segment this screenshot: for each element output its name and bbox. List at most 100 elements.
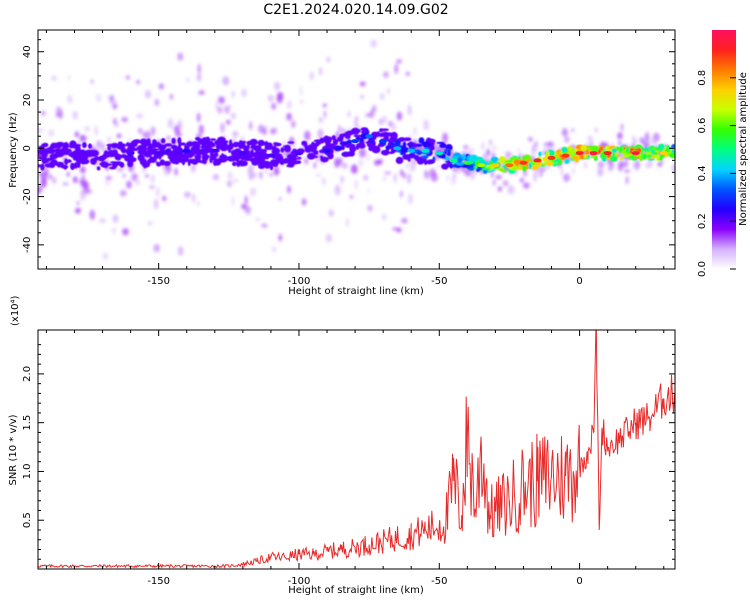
spectrogram-ridge-point [323, 148, 331, 153]
colorbar-ticks: 0.0 0.2 0.4 0.6 0.8 [697, 70, 736, 277]
spectrogram-cell [439, 143, 447, 148]
spectrogram-cell [177, 137, 182, 145]
spectrogram-ridge-point [407, 148, 416, 153]
spectrogram-noise-blob [355, 179, 358, 190]
spectrogram-cell [260, 159, 265, 165]
spectrogram-ridge-point [435, 151, 444, 156]
spectrogram-noise-blob [617, 161, 624, 172]
spectrogram-noise-blob [382, 213, 386, 221]
spectrogram-noise-blob [122, 228, 129, 236]
spectrogram-cell [247, 153, 254, 159]
spectrogram-ridge-point [154, 151, 163, 156]
spectrogram-cell [126, 142, 130, 147]
spectrogram-cell [141, 162, 151, 168]
spectrogram-cell [554, 158, 560, 163]
spectrogram-noise-blob [446, 174, 450, 182]
spectrogram-noise-blob [74, 131, 79, 138]
spectrogram-noise-blob [192, 193, 195, 203]
spectrogram-cell [102, 161, 109, 168]
spectrogram-cell [251, 142, 255, 149]
spectrogram-cell [167, 155, 175, 160]
spectrogram-noise-blob [313, 162, 317, 169]
spectrogram-noise-blob [112, 214, 119, 223]
spectrogram-ridge-point [547, 155, 556, 160]
spectrogram-noise-blob [366, 153, 370, 162]
spectrogram-noise-blob [51, 75, 57, 81]
spectrogram-noise-blob [328, 209, 334, 217]
spectrogram-noise-blob [116, 167, 124, 172]
spectrogram-noise-blob [167, 118, 174, 129]
spectrogram-cell [83, 152, 89, 160]
spectrogram-cell [414, 156, 419, 161]
spectrogram-noise-blob [134, 179, 141, 186]
spectrogram-noise-blob [273, 166, 280, 176]
spectrogram-noise-blob [255, 217, 260, 222]
spectrogram-noise-blob [407, 104, 412, 116]
spectrogram-cell [418, 137, 425, 144]
spectrogram-cell [502, 166, 508, 169]
spectrogram-cell [513, 159, 520, 166]
spectrogram-cell [220, 153, 225, 161]
spectrogram-noise-blob [408, 193, 413, 205]
spectrogram-noise-blob [271, 102, 277, 110]
spectrogram-noise-blob [150, 174, 155, 183]
spectrogram-cell [611, 153, 616, 156]
colorbar-tick-label: 0.4 [697, 165, 708, 181]
spectrogram-cell [160, 138, 166, 144]
spectrogram-cell [583, 154, 587, 158]
spectrogram-noise-blob [354, 119, 357, 129]
spectrogram-noise-blob [226, 107, 229, 115]
spectrogram-cell [647, 154, 652, 158]
spectrogram-noise-blob [138, 128, 143, 134]
spectrogram-cell [271, 147, 281, 155]
spectrogram-cell [490, 156, 499, 162]
spectrogram-noise-blob [587, 135, 594, 143]
spectrogram-noise-blob [79, 134, 87, 143]
spectrogram-cell [195, 137, 201, 141]
spectrogram-noise-blob [423, 173, 427, 179]
spectrogram-cell [175, 153, 183, 159]
spectrogram-noise-blob [38, 128, 44, 132]
spectrogram-noise-blob [393, 172, 397, 184]
spectrogram-cell [542, 162, 547, 166]
spectrogram-noise-blob [56, 106, 62, 117]
spectrogram-noise-blob [274, 81, 281, 91]
spectrogram-ridge-point [505, 163, 514, 168]
spectrogram-cell [88, 143, 92, 149]
spectrogram-noise-blob [198, 124, 204, 135]
spectrogram-cell [230, 155, 237, 160]
spectrogram-noise-blob [317, 128, 324, 140]
snr-multiplier: (x10⁴) [10, 295, 21, 326]
spectrogram-cell [42, 142, 49, 148]
spectrogram-noise-blob [197, 63, 201, 74]
spectrogram-cell [209, 142, 216, 148]
spectrogram-noise-blob [325, 233, 333, 243]
spectrogram-noise-blob [498, 186, 502, 192]
spectrogram-noise-blob [197, 112, 201, 123]
spectrogram-cell [339, 133, 344, 141]
spectrogram-noise-blob [96, 94, 101, 102]
spectrogram-noise-blob [177, 119, 183, 130]
spectrogram-noise-blob [355, 116, 359, 122]
spectrogram-cell [252, 146, 260, 151]
spectrogram-noise-blob [533, 171, 537, 182]
spectrogram-noise-blob [374, 159, 381, 166]
spectrogram-axes: -150 -100 -50 0 -40 -20 0 20 40 [22, 30, 675, 287]
spectrogram-cell [611, 147, 617, 154]
spectrogram-noise-blob [177, 246, 184, 256]
spectrogram-cell [66, 159, 72, 163]
spectrogram-cell [512, 164, 518, 171]
spectrogram-noise-blob [249, 121, 252, 130]
spectrogram-band [38, 127, 675, 174]
spectrogram-cell [301, 140, 307, 146]
spectrogram-noise-blob [258, 124, 265, 134]
spectrogram-cell [416, 150, 423, 155]
spectrogram-noise-blob [631, 135, 636, 140]
spectrogram-cell [422, 155, 429, 159]
spectrogram-noise-blob [212, 173, 220, 181]
spectrogram-noise-blob [365, 113, 372, 118]
spectrogram-cell [74, 162, 78, 169]
spectrogram-noise-blob [572, 168, 575, 174]
spectrogram-noise-blob [396, 227, 402, 233]
spectrogram-cell [556, 151, 561, 159]
